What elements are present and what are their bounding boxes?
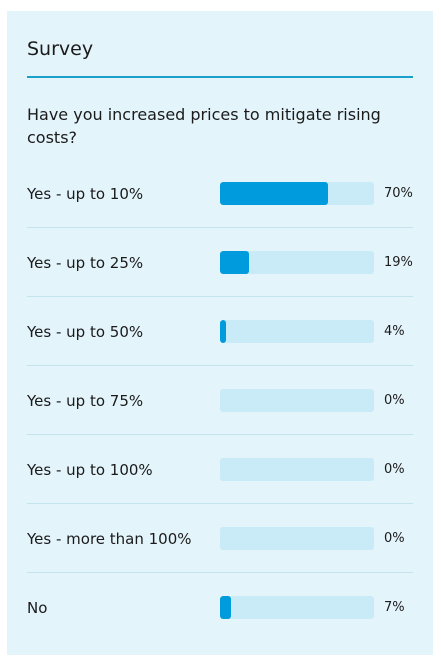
option-percent: 4%: [384, 324, 405, 339]
survey-option[interactable]: Yes - up to 25% 19%: [27, 228, 413, 297]
option-label: Yes - up to 50%: [27, 322, 144, 341]
option-label: Yes - up to 75%: [27, 391, 144, 410]
option-percent: 0%: [384, 531, 405, 546]
survey-option[interactable]: Yes - up to 50% 4%: [27, 297, 413, 366]
result-bar-fill: [220, 595, 231, 619]
option-label: Yes - up to 10%: [27, 184, 144, 203]
survey-card: Survey Have you increased prices to miti…: [7, 11, 433, 655]
survey-option[interactable]: Yes - up to 75% 0%: [27, 366, 413, 435]
option-divider: [27, 572, 413, 573]
option-divider: [27, 227, 413, 228]
option-percent: 7%: [384, 600, 405, 615]
option-percent: 19%: [384, 255, 413, 270]
survey-option[interactable]: No 7%: [27, 573, 413, 642]
option-label: No: [27, 598, 48, 617]
option-percent: 70%: [384, 186, 413, 201]
result-bar-fill: [220, 181, 328, 205]
option-percent: 0%: [384, 393, 405, 408]
result-bar-track: [220, 457, 374, 481]
result-bar-track: [220, 388, 374, 412]
option-divider: [27, 434, 413, 435]
survey-option[interactable]: Yes - up to 10% 70%: [27, 159, 413, 228]
option-divider: [27, 503, 413, 504]
option-label: Yes - more than 100%: [27, 529, 192, 548]
result-bar-track: [220, 595, 374, 619]
title-divider: [27, 76, 413, 78]
option-divider: [27, 296, 413, 297]
option-label: Yes - up to 25%: [27, 253, 144, 272]
result-bar-fill: [220, 250, 250, 274]
option-percent: 0%: [384, 462, 405, 477]
result-bar-track: [220, 526, 374, 550]
result-bar-fill: [220, 319, 227, 343]
result-bar-track: [220, 250, 374, 274]
option-divider: [27, 365, 413, 366]
result-bar-track: [220, 319, 374, 343]
survey-option[interactable]: Yes - more than 100% 0%: [27, 504, 413, 573]
result-bar-track: [220, 181, 374, 205]
survey-option[interactable]: Yes - up to 100% 0%: [27, 435, 413, 504]
survey-title: Survey: [27, 38, 94, 60]
survey-question: Have you increased prices to mitigate ri…: [27, 105, 381, 147]
option-label: Yes - up to 100%: [27, 460, 153, 479]
